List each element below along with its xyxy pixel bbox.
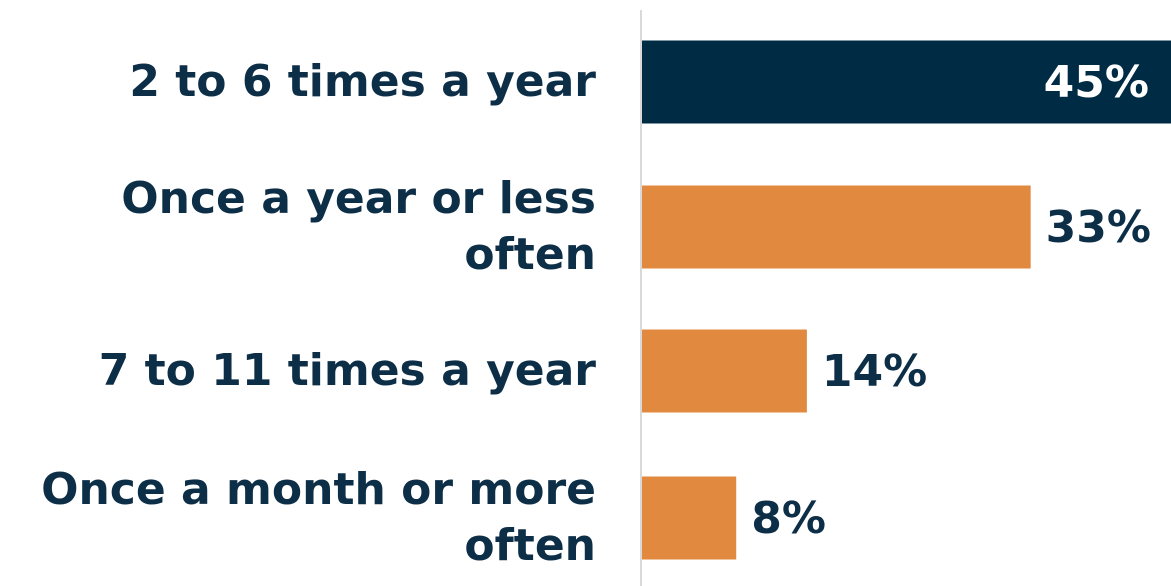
bar-2 <box>642 185 1031 269</box>
bar-1 <box>642 40 1171 124</box>
data-label-3: 14% <box>822 346 927 397</box>
category-label: 2 to 6 times a year <box>129 56 596 107</box>
data-label-1: 45% <box>1044 57 1149 108</box>
data-label-2: 33% <box>1046 202 1151 253</box>
category-label: Once a month or more often <box>41 464 596 571</box>
category-label: Once a year or less often <box>121 173 596 280</box>
bar-4 <box>642 476 737 560</box>
bar-3 <box>642 329 807 413</box>
data-label-4: 8% <box>751 493 826 544</box>
category-label: 7 to 11 times a year <box>98 345 596 396</box>
